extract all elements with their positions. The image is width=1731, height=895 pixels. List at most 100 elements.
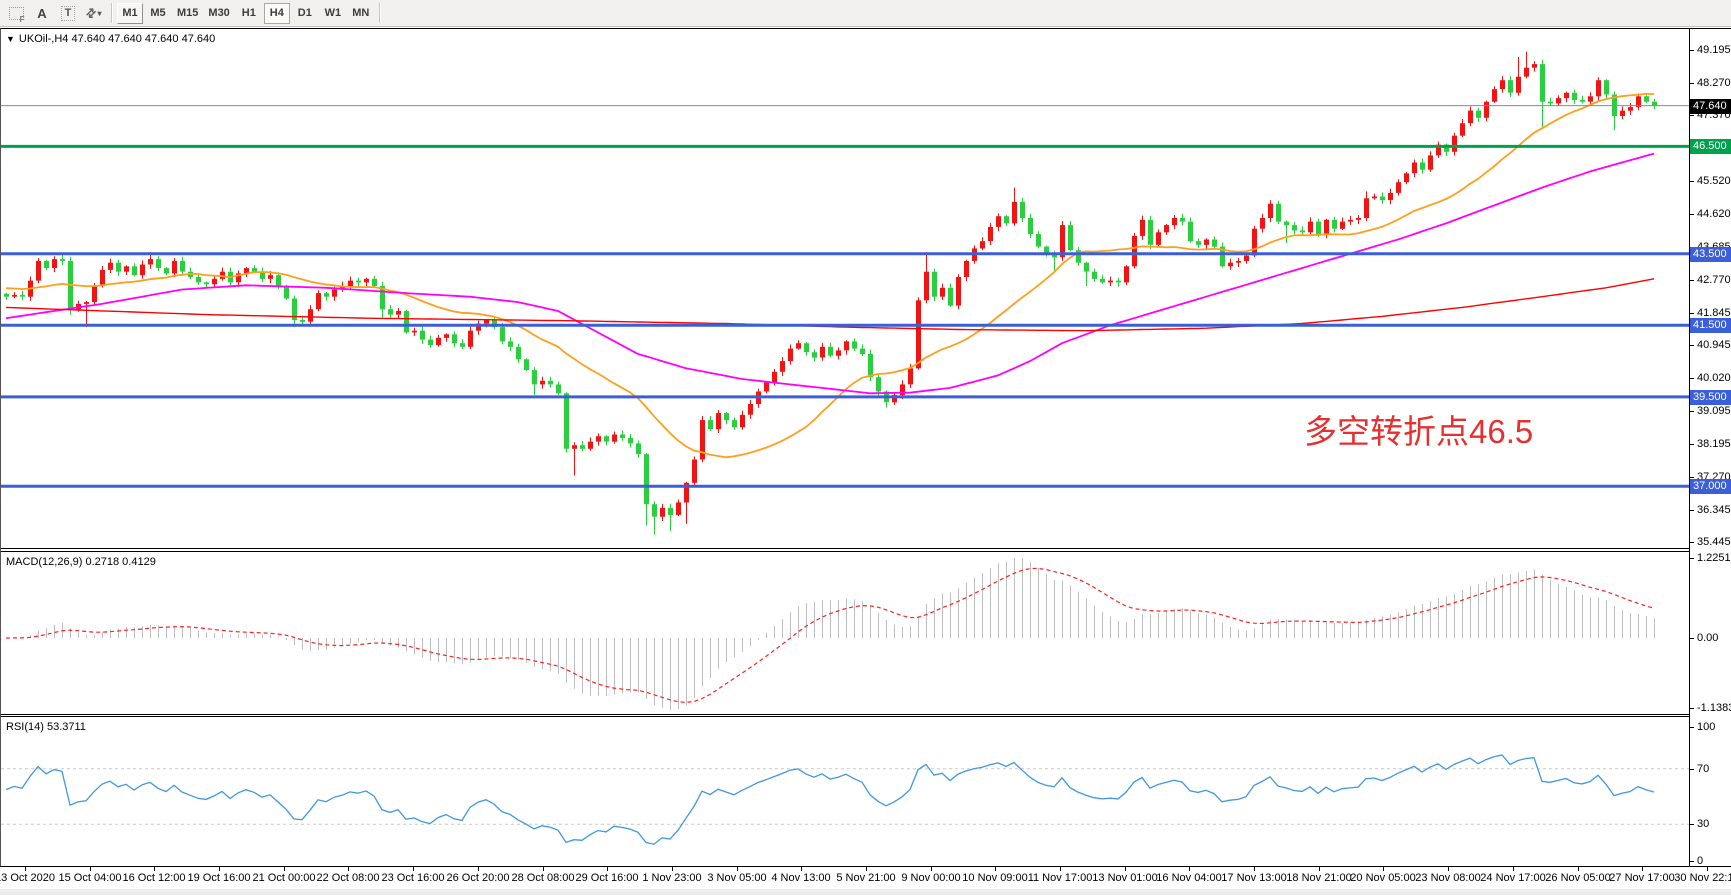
chart-title-caret-icon: ▼ [6,34,15,44]
time-tick-label: 18 Nov 21:00 [1286,872,1352,884]
chart-title: ▼ UKOil-,H4 47.640 47.640 47.640 47.640 [6,33,215,45]
timeframe-button-m15[interactable]: M15 [177,6,199,19]
time-tick-mark [413,867,414,871]
timeframe-button-m1[interactable]: M1 [117,2,143,24]
pane-separator[interactable] [1,716,1689,717]
timeframe-button-d1[interactable]: D1 [297,6,312,19]
time-tick-label: 15 Oct 04:00 [58,872,122,884]
timeframe-button-m5[interactable]: M5 [150,6,166,19]
time-tick-mark [1383,867,1384,871]
axis-tick-mark [1690,477,1694,478]
time-tick-label: 27 Nov 17:00 [1609,872,1675,884]
axis-tick-mark [1690,115,1694,116]
current-price-tag: 47.640 [1690,99,1731,114]
time-tick-label: 26 Oct 20:00 [446,872,510,884]
price-tick-label: 35.445 [1697,536,1731,548]
time-tick-label: 22 Oct 08:00 [316,872,380,884]
price-tick-label: 40.945 [1697,339,1731,351]
macd-tick-label: 1.2251 [1697,552,1731,564]
hline-price-tag: 46.500 [1690,139,1731,154]
rsi-label: RSI(14) 53.3711 [6,721,86,733]
time-tick-mark [995,867,996,871]
pane-separator[interactable] [1,551,1689,552]
timeframe-button-h4[interactable]: H4 [263,2,290,24]
time-tick-mark [1578,867,1579,871]
axis-tick-mark [1690,638,1694,639]
timeframe-button-m30[interactable]: M30 [208,6,230,19]
arrange-windows-tool-icon[interactable]: ⇄ ▾ [82,4,102,22]
time-tick-mark [1189,867,1190,871]
chart-window: ▼ UKOil-,H4 47.640 47.640 47.640 47.640 … [0,28,1731,866]
price-tick-label: 40.020 [1697,372,1731,384]
axis-tick-mark [1690,861,1694,862]
price-tick-label: 38.195 [1697,438,1731,450]
hline-price-tag: 37.000 [1690,479,1731,494]
annotation-text: 多空转折点46.5 [1304,413,1534,450]
axis-tick-mark [1690,542,1694,543]
axis-tick-mark [1690,345,1694,346]
time-tick-label: 13 Nov 01:00 [1092,872,1158,884]
time-tick-label: 23 Nov 08:00 [1415,872,1481,884]
rsi-tick-label: 70 [1697,763,1710,775]
pane-separator[interactable] [1,548,1689,549]
time-tick-mark [1642,867,1643,871]
axis-tick-mark [1690,280,1694,281]
timeframe-button-w1[interactable]: W1 [324,6,342,19]
time-tick-label: 9 Nov 00:00 [901,872,961,884]
time-tick-mark [1319,867,1320,871]
time-tick-mark [672,867,673,871]
macd-pane[interactable] [1,552,1689,714]
main-chart-pane[interactable] [1,29,1689,548]
hline-price-tag: 39.500 [1690,390,1731,405]
time-tick-label: 29 Oct 16:00 [575,872,639,884]
top-toolbar: F A T ⇄ ▾ M1 M5 M15 M30 H1 H4 D1 W1 MN [0,0,1731,27]
timeframe-button-mn[interactable]: MN [352,6,370,19]
time-tick-mark [154,867,155,871]
pane-separator[interactable] [1,714,1689,715]
axis-tick-mark [1690,50,1694,51]
time-tick-mark [801,867,802,871]
time-tick-label: 16 Oct 12:00 [122,872,186,884]
time-tick-mark [1060,867,1061,871]
axis-tick-mark [1690,181,1694,182]
axis-tick-mark [1690,510,1694,511]
rsi-pane[interactable] [1,717,1689,866]
time-tick-mark [1707,867,1708,871]
axis-tick-mark [1690,444,1694,445]
price-tick-label: 49.195 [1697,44,1731,56]
time-tick-mark [1125,867,1126,871]
axis-tick-mark [1690,378,1694,379]
time-tick-label: 16 Nov 04:00 [1156,872,1222,884]
price-tick-label: 48.270 [1697,77,1731,89]
price-tick-label: 39.095 [1697,405,1731,417]
font-tool-icon[interactable]: A [37,5,47,21]
text-tool-icon[interactable]: T [55,2,81,24]
timeframe-button-h1[interactable]: H1 [241,6,256,19]
time-tick-mark [284,867,285,871]
macd-tick-label: -1.1383 [1697,702,1731,714]
time-tick-label: 21 Oct 00:00 [252,872,316,884]
axis-tick-mark [1690,769,1694,770]
price-axis[interactable]: 49.19548.27047.37045.52044.62043.68542.7… [1689,29,1731,866]
macd-tick-label: 0.00 [1697,632,1719,644]
time-tick-label: 23 Oct 16:00 [381,872,445,884]
time-tick-mark [1448,867,1449,871]
time-tick-label: 19 Oct 16:00 [187,872,251,884]
price-tick-label: 44.620 [1697,208,1731,220]
time-tick-label: 28 Oct 08:00 [511,872,575,884]
time-tick-label: 26 Nov 05:00 [1545,872,1611,884]
price-tick-label: 42.770 [1697,274,1731,286]
time-tick-mark [348,867,349,871]
axis-tick-mark [1690,313,1694,314]
time-tick-mark [219,867,220,871]
time-tick-mark [737,867,738,871]
window-bottom-edge [0,889,1731,895]
time-axis[interactable]: 13 Oct 2020 15 Oct 04:00 16 Oct 12:00 19 Oc… [0,866,1731,888]
time-tick-label: 24 Nov 17:00 [1480,872,1546,884]
time-tick-mark [543,867,544,871]
frame-tool-icon[interactable]: F [3,2,29,24]
axis-tick-mark [1690,708,1694,709]
axis-tick-mark [1690,411,1694,412]
axis-tick-mark [1690,558,1694,559]
axis-tick-mark [1690,727,1694,728]
